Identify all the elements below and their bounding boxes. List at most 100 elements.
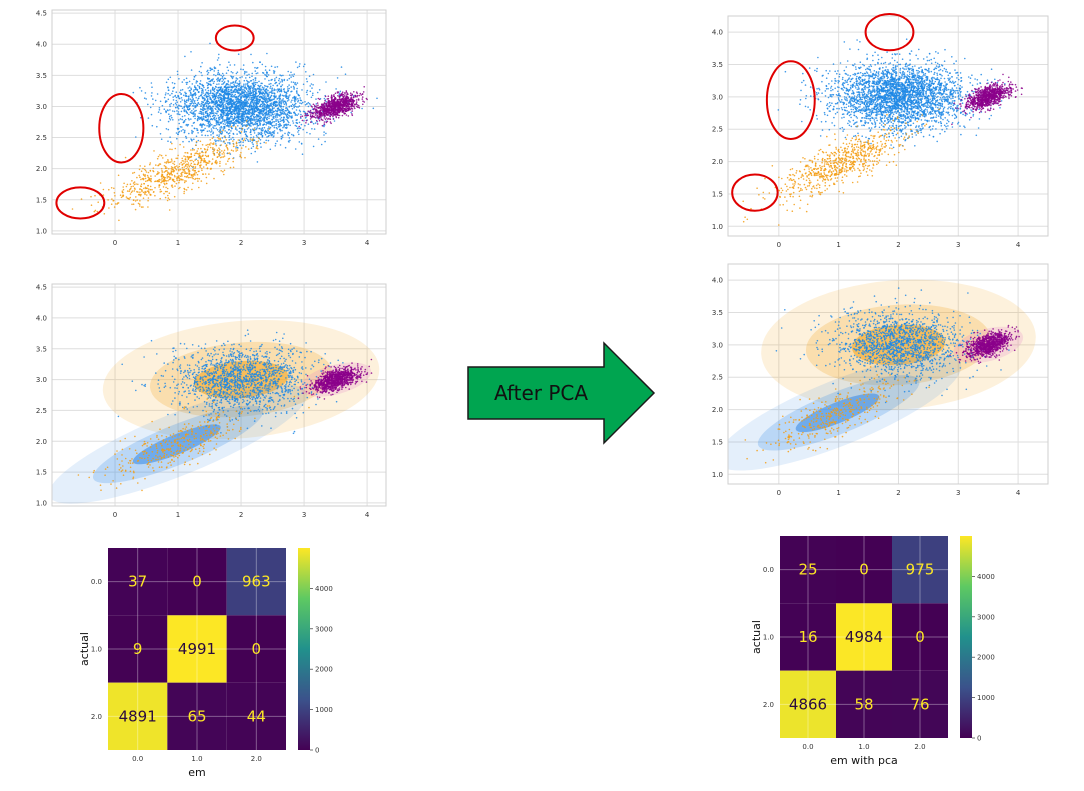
data-point <box>297 98 299 100</box>
data-point <box>163 178 165 181</box>
data-point <box>329 100 332 103</box>
data-point <box>186 112 189 114</box>
data-point <box>255 110 258 113</box>
data-point <box>249 140 252 142</box>
data-point <box>252 101 254 104</box>
data-point <box>96 210 99 213</box>
data-point <box>219 129 221 132</box>
data-point <box>226 375 229 378</box>
data-point <box>186 108 189 111</box>
data-point <box>200 129 202 131</box>
data-point <box>233 121 236 123</box>
data-point <box>198 90 200 93</box>
data-point <box>158 107 161 109</box>
data-point <box>203 86 205 89</box>
data-point <box>236 129 238 131</box>
data-point <box>178 169 180 172</box>
data-point <box>153 150 155 152</box>
data-point <box>212 152 215 155</box>
data-point <box>348 104 350 106</box>
data-point <box>342 109 345 112</box>
data-point <box>232 118 235 120</box>
data-point <box>219 131 222 133</box>
data-point <box>221 156 223 158</box>
data-point <box>224 130 226 132</box>
data-point <box>248 86 251 89</box>
data-point <box>213 67 216 70</box>
data-point <box>173 174 176 177</box>
data-point <box>264 84 266 87</box>
data-point <box>247 148 250 150</box>
data-point <box>280 105 283 107</box>
data-point <box>201 144 204 146</box>
data-point <box>185 81 187 84</box>
data-point <box>208 392 211 395</box>
data-point <box>265 111 267 114</box>
data-point <box>251 97 253 99</box>
data-point <box>144 175 146 177</box>
data-point <box>186 152 188 154</box>
data-point <box>256 147 259 150</box>
data-point <box>237 102 240 104</box>
data-point <box>287 131 290 134</box>
data-point <box>212 143 215 145</box>
data-point <box>213 95 216 98</box>
data-point <box>346 93 348 96</box>
data-point <box>165 92 167 94</box>
data-point <box>238 116 240 119</box>
data-point <box>248 108 250 110</box>
data-point <box>231 77 234 80</box>
data-point <box>195 152 198 154</box>
data-point <box>316 91 319 94</box>
data-point <box>362 103 364 106</box>
data-point <box>259 95 261 98</box>
data-point <box>309 114 312 116</box>
data-point <box>211 143 214 145</box>
data-point <box>216 106 218 109</box>
data-point <box>279 128 282 131</box>
data-point <box>345 98 348 100</box>
data-point <box>176 73 179 76</box>
data-point <box>232 86 235 88</box>
data-point <box>229 166 232 169</box>
data-point <box>148 178 150 181</box>
data-point <box>309 109 312 112</box>
data-point <box>263 141 265 144</box>
data-point <box>143 187 145 190</box>
data-point <box>345 102 348 104</box>
data-point <box>176 110 178 112</box>
data-point <box>173 163 176 166</box>
data-point <box>191 110 193 112</box>
data-point <box>119 194 122 196</box>
data-point <box>178 78 180 80</box>
data-point <box>222 109 224 112</box>
data-point <box>184 105 186 108</box>
data-point <box>247 92 249 94</box>
data-point <box>218 135 220 138</box>
data-point <box>207 146 209 148</box>
data-point <box>264 104 266 106</box>
data-point <box>281 78 283 81</box>
data-point <box>226 100 229 103</box>
data-point <box>218 53 220 56</box>
data-point <box>294 112 297 115</box>
data-point <box>233 404 235 406</box>
data-point <box>294 82 297 84</box>
data-point <box>244 133 247 135</box>
data-point <box>181 175 183 177</box>
data-point <box>246 366 248 368</box>
data-point <box>327 110 330 113</box>
data-point <box>266 114 268 116</box>
data-point <box>213 117 215 119</box>
data-point <box>160 181 162 184</box>
data-point <box>229 112 232 114</box>
data-point <box>275 120 277 122</box>
data-point <box>142 173 145 176</box>
data-point <box>214 104 217 106</box>
data-point <box>152 170 155 173</box>
data-point <box>235 418 238 421</box>
data-point <box>245 137 248 140</box>
data-point <box>256 109 259 111</box>
data-point <box>216 89 218 91</box>
data-point <box>291 133 293 136</box>
